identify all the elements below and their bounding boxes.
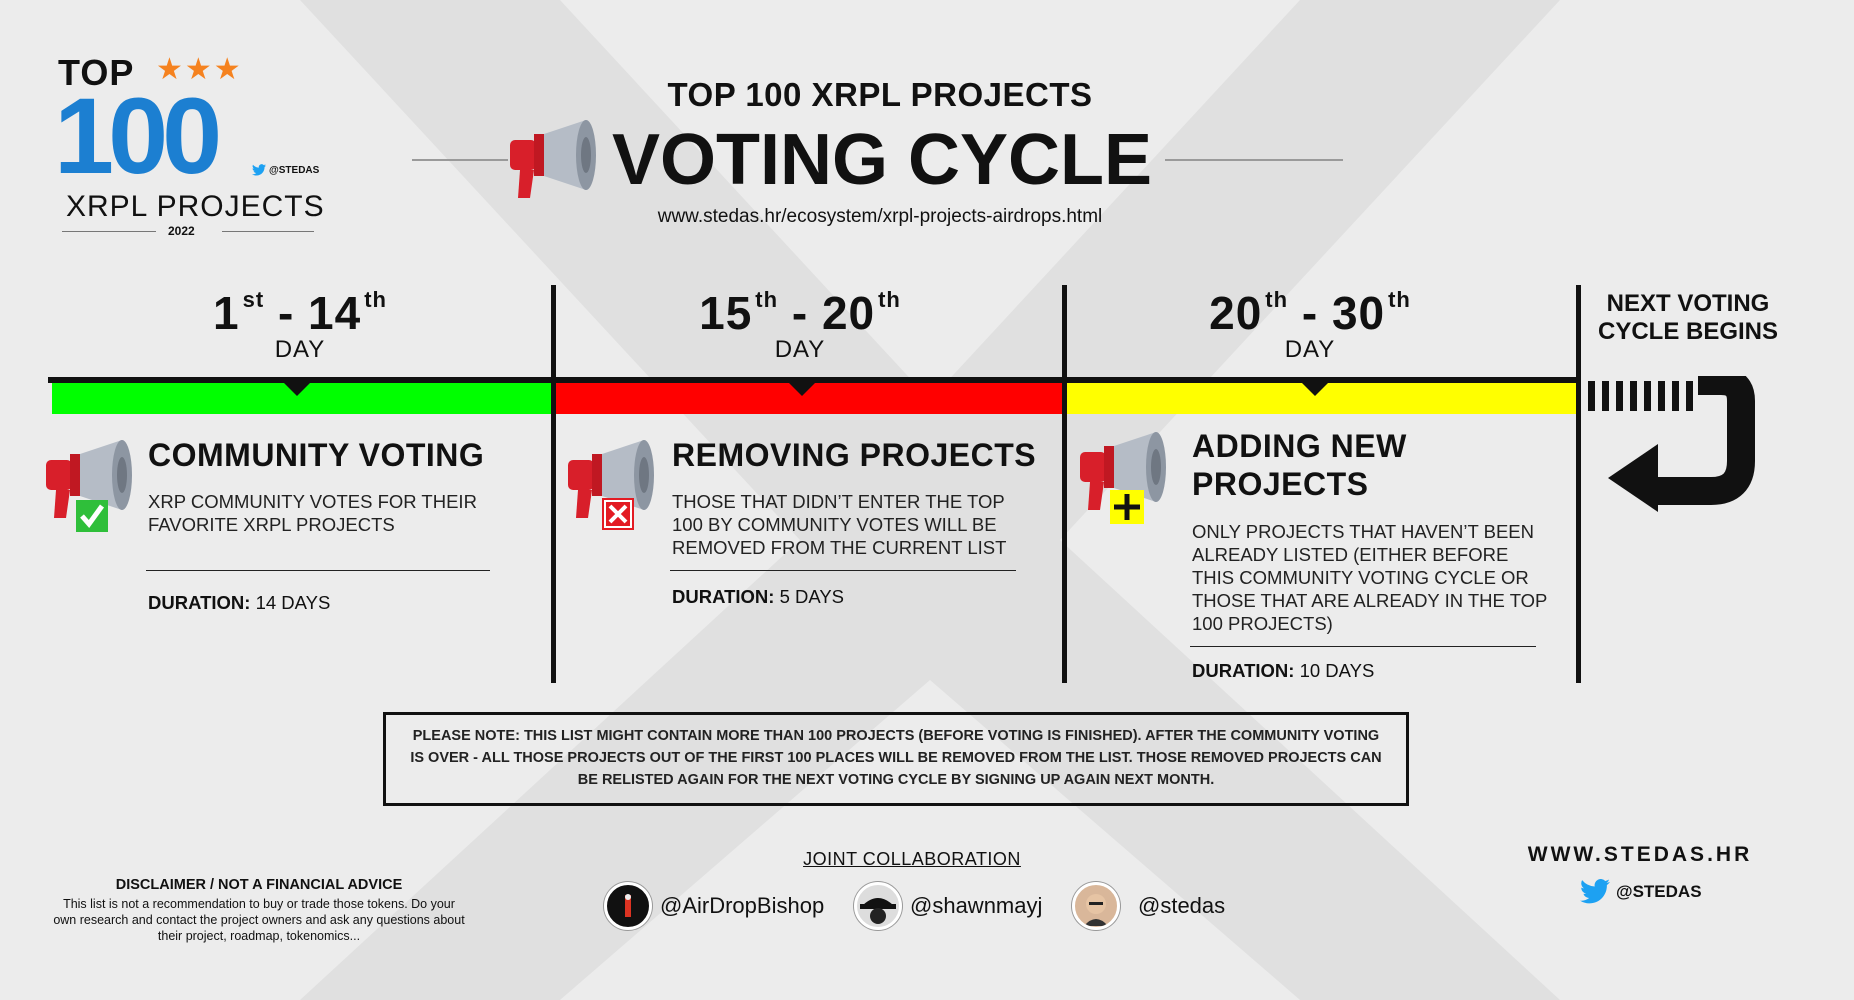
logo-divider-left	[62, 231, 156, 232]
logo-subtitle: XRPL PROJECTS	[66, 190, 325, 223]
avatar-airdropbishop	[604, 882, 652, 930]
phase-1-description: XRP COMMUNITY VOTES FOR THEIR FAVORITE X…	[148, 491, 477, 535]
hat-avatar-icon	[860, 898, 896, 924]
collaborator-name: @AirDropBishop	[660, 893, 825, 918]
collaborator-airdropbishop[interactable]: @AirDropBishop	[604, 882, 824, 930]
phase-1-title: COMMUNITY VOTING	[148, 437, 485, 473]
timeline-marker-3	[1301, 382, 1329, 396]
logo-handle: @STEDAS	[252, 164, 319, 176]
logo-handle-text: @STEDAS	[269, 164, 320, 176]
logo-year: 2022	[168, 224, 195, 238]
phase-3-description: ONLY PROJECTS THAT HAVEN’T BEEN ALREADY …	[1192, 521, 1548, 634]
phase-2-title: REMOVING PROJECTS	[672, 437, 1037, 473]
twitter-bird-icon	[252, 164, 266, 176]
collaborator-name: @stedas	[1138, 893, 1226, 918]
collaborator-stedas[interactable]: @stedas	[1072, 882, 1225, 930]
website-link[interactable]: WWW.STEDAS.HR	[1527, 843, 1753, 866]
phase-2-description: THOSE THAT DIDN’T ENTER THE TOP 100 BY C…	[672, 491, 1007, 558]
note-box: PLEASE NOTE: THIS LIST MIGHT CONTAIN MOR…	[383, 712, 1409, 806]
page-title: VOTING CYCLE	[612, 120, 1153, 200]
logo-stars-icon: ★★★	[156, 53, 243, 86]
megaphone-header-icon	[510, 120, 596, 198]
collaborator-name: @shawnmayj	[910, 893, 1043, 918]
divider-1	[551, 285, 556, 683]
avatar-stedas	[1072, 882, 1120, 930]
divider-2	[1062, 285, 1067, 683]
header-line-left	[412, 159, 508, 161]
timeline-bar	[48, 377, 1578, 383]
phase-1-divider	[146, 570, 490, 571]
header-url: www.stedas.hr/ecosystem/xrpl-projects-ai…	[657, 206, 1103, 227]
logo-number: 100	[54, 75, 222, 196]
phase-3-title: ADDING NEW PROJECTS	[1192, 428, 1407, 502]
bishop-avatar-icon	[625, 894, 631, 917]
phase-2-divider	[670, 570, 1016, 571]
disclaimer-text: This list is not a recommendation to buy…	[53, 897, 465, 943]
phase-3-divider	[1190, 646, 1536, 647]
twitter-handle: @STEDAS	[1616, 881, 1702, 901]
collaborator-shawnmayj[interactable]: @shawnmayj	[854, 882, 1042, 930]
megaphone-plus-icon	[1080, 432, 1166, 524]
phase-2-duration: DURATION: 5 DAYS	[672, 586, 844, 607]
phase-1-duration: DURATION: 14 DAYS	[148, 592, 331, 613]
divider-3	[1576, 285, 1581, 683]
megaphone-check-icon	[46, 440, 132, 532]
header-subtitle: TOP 100 XRPL PROJECTS	[667, 76, 1093, 113]
face-avatar-icon	[1084, 894, 1108, 926]
avatar-shawnmayj	[854, 882, 902, 930]
logo-divider-right	[222, 231, 314, 232]
next-cycle-label: NEXT VOTING CYCLE BEGINS	[1597, 290, 1779, 345]
twitter-bird-icon	[1580, 879, 1610, 904]
header-line-right	[1165, 159, 1343, 161]
twitter-link[interactable]: @STEDAS	[1580, 879, 1702, 904]
logo-top-text: TOP	[58, 52, 135, 93]
return-arrow-icon	[1588, 376, 1755, 512]
disclaimer-title: DISCLAIMER / NOT A FINANCIAL ADVICE	[115, 877, 403, 893]
timeline-marker-1	[283, 382, 311, 396]
timeline-marker-2	[788, 382, 816, 396]
collab-title: JOINT COLLABORATION	[803, 849, 1021, 869]
phase-3-duration: DURATION: 10 DAYS	[1192, 660, 1375, 681]
megaphone-cross-icon	[568, 440, 654, 530]
